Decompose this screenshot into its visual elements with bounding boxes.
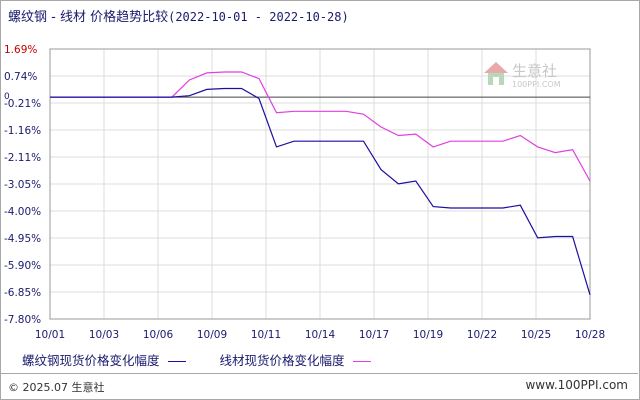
x-tick-label: 10/25 [521,329,551,341]
x-tick-label: 10/28 [575,329,605,341]
x-tick-label: 10/22 [467,329,497,341]
x-tick-label: 10/14 [305,329,336,341]
legend-swatch-series1 [167,361,186,362]
legend-label-series1: 螺纹钢现货价格变化幅度 [22,353,160,368]
zero-label: 0 [4,92,10,102]
x-tick-label: 10/06 [143,329,174,341]
chart-legend: 螺纹钢现货价格变化幅度 线材现货价格变化幅度 [22,350,401,369]
line-chart: 1.69% 0.74% -0.21% -1.16% -2.11% -3.05% -4.00%… [4,44,605,341]
y-tick-label: -6.85% [4,287,41,299]
x-tick-label: 10/03 [89,329,119,341]
legend-swatch-series2 [352,361,371,362]
x-tick-label: 10/09 [197,329,227,341]
y-tick-labels: 1.69% 0.74% -0.21% -1.16% -2.11% -3.05% -4.00%… [4,44,41,326]
y-tick-label: -1.16% [4,125,41,137]
x-tick-label: 10/01 [35,329,65,341]
x-tick-label: 10/17 [359,329,389,341]
title-dates: (2022-10-01 - 2022-10-28) [168,10,349,24]
legend-item-series2: 线材现货价格变化幅度 [220,350,371,369]
watermark-name: 生意社 [512,62,557,80]
footer: © 2025.07 生意社 www.100PPI.com [0,373,638,399]
legend-label-series2: 线材现货价格变化幅度 [219,353,345,368]
y-tick-label: -4.00% [4,206,41,218]
y-tick-label: -4.95% [4,233,41,245]
copyright-text: © 2025.07 生意社 [8,381,105,394]
footer-url: www.100PPI.com [525,378,628,392]
y-tick-label: -0.21% [4,98,41,110]
x-tick-label: 10/11 [251,329,281,341]
y-tick-label: -5.90% [4,260,41,272]
series-lines [50,71,591,295]
chart-title: 螺纹钢 - 线材 价格趋势比较(2022-10-01 - 2022-10-28) [8,6,349,25]
y-tick-label: 0.74% [4,71,37,83]
x-tick-label: 10/19 [413,329,443,341]
watermark-logo: 生意社 100PPI.COM [482,58,578,94]
y-tick-label: -2.11% [4,152,41,164]
y-tick-label: -3.05% [4,179,41,191]
plot-border [49,48,591,320]
legend-item-series1: 螺纹钢现货价格变化幅度 [22,350,186,369]
y-tick-label: -7.80% [4,314,41,326]
title-main: 螺纹钢 - 线材 价格趋势比较 [8,10,169,25]
x-tick-labels: 10/01 10/03 10/06 10/09 10/11 10/14 10/17 10/19… [35,329,605,341]
watermark-url: 100PPI.COM [512,80,561,89]
y-tick-label: 1.69% [4,44,37,56]
series-line-1 [50,87,591,295]
house-logo-icon: 生意社 100PPI.COM [484,62,561,89]
